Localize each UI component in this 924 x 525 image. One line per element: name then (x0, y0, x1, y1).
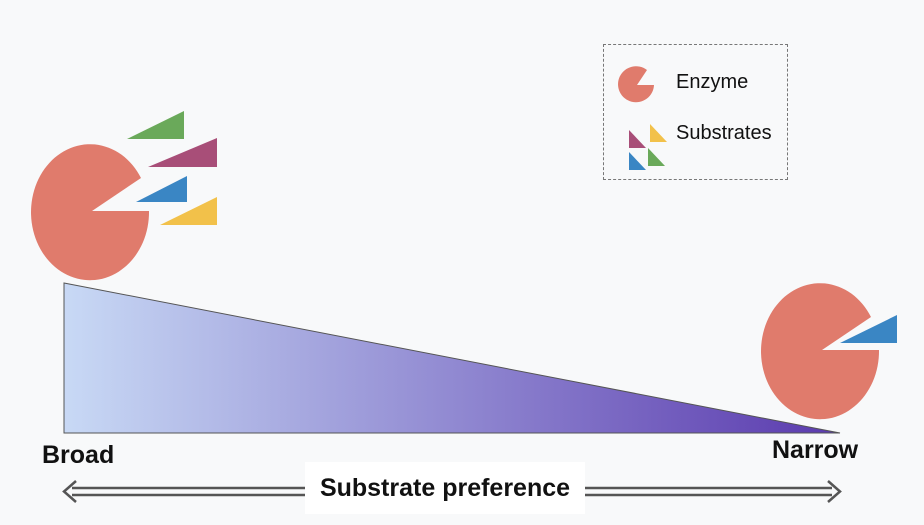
legend-substrate-green-icon (648, 148, 665, 166)
broad-label: Broad (42, 441, 115, 469)
substrate-yellow-icon (160, 197, 217, 225)
axis-title: Substrate preference (305, 462, 585, 514)
legend-substrate-blue-icon (629, 152, 646, 170)
broad-enzyme-icon (31, 144, 150, 281)
legend-substrate-purple-icon (629, 130, 646, 148)
narrow-label: Narrow (772, 436, 859, 464)
narrow-enzyme-icon (761, 283, 880, 420)
legend-box: Enzyme Substrates (603, 44, 788, 180)
legend-substrate-yellow-icon (650, 124, 667, 142)
legend-enzyme-icon (618, 66, 654, 103)
substrate-purple-icon (148, 138, 217, 167)
substrate-blue-icon (136, 176, 187, 202)
preference-wedge (63, 282, 841, 434)
substrate-green-icon (127, 111, 184, 139)
substrate-blue-narrow-icon (840, 315, 897, 343)
legend-enzyme-label: Enzyme (676, 71, 749, 93)
legend-substrates-label: Substrates (676, 122, 772, 144)
